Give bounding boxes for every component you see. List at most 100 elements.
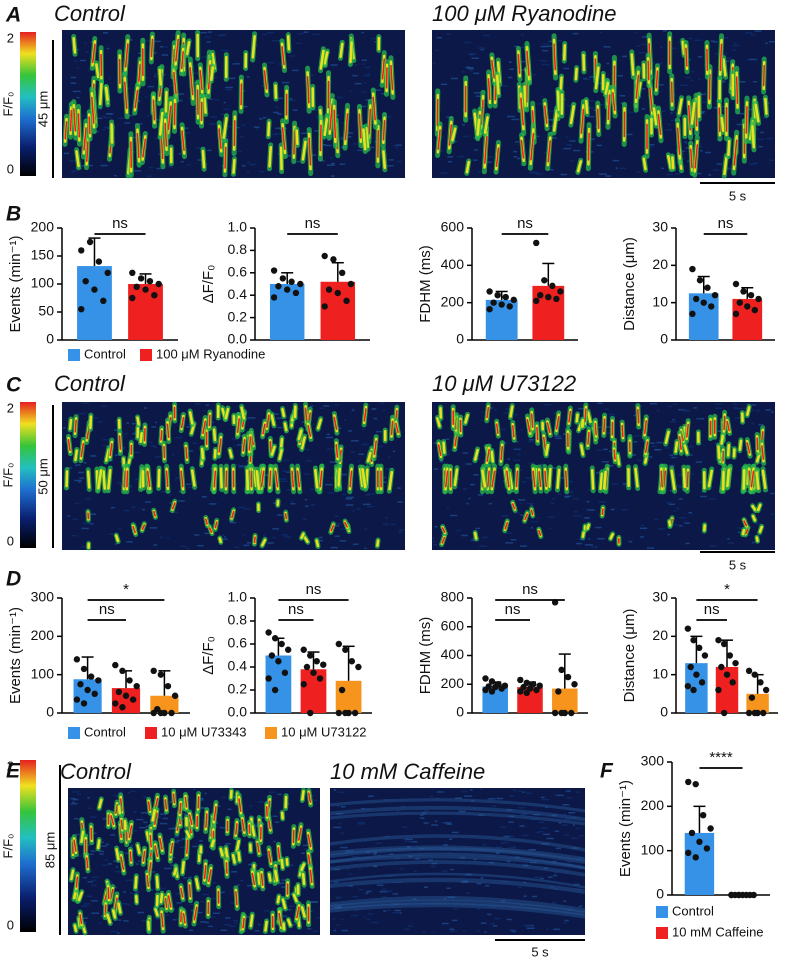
noise bbox=[597, 538, 605, 540]
noise bbox=[475, 527, 481, 530]
spark-mid bbox=[117, 805, 122, 815]
spark-core bbox=[487, 470, 490, 488]
noise bbox=[728, 94, 732, 97]
noise bbox=[91, 876, 99, 878]
noise bbox=[209, 98, 213, 101]
noise bbox=[238, 465, 247, 467]
spark-core bbox=[532, 470, 536, 488]
spark-mid bbox=[509, 405, 514, 418]
noise bbox=[460, 857, 465, 859]
spark-mid bbox=[738, 439, 743, 451]
noise bbox=[201, 56, 208, 58]
noise bbox=[316, 916, 320, 919]
noise bbox=[71, 534, 78, 537]
data-point bbox=[342, 709, 349, 717]
spark-mid bbox=[267, 873, 272, 882]
spark-core bbox=[296, 470, 301, 488]
noise bbox=[609, 450, 612, 453]
noise bbox=[469, 69, 473, 72]
noise bbox=[356, 508, 361, 510]
noise bbox=[544, 867, 548, 870]
noise bbox=[336, 923, 341, 926]
noise bbox=[670, 119, 676, 122]
noise bbox=[352, 543, 359, 545]
spark-mid bbox=[222, 116, 228, 139]
y-tick-label: 0 bbox=[456, 331, 464, 347]
noise bbox=[149, 527, 158, 529]
spark-core bbox=[487, 78, 491, 101]
noise bbox=[361, 428, 365, 431]
data-point bbox=[698, 679, 706, 686]
noise bbox=[189, 929, 194, 932]
noise bbox=[543, 43, 549, 45]
spark-mid bbox=[218, 537, 223, 544]
noise bbox=[239, 829, 243, 832]
spark-core bbox=[686, 471, 689, 488]
noise bbox=[743, 407, 747, 410]
spark-mid bbox=[758, 525, 764, 534]
y-tick-label: 200 bbox=[31, 627, 55, 643]
y-tick-label: 0.0 bbox=[228, 331, 248, 347]
noise bbox=[500, 826, 506, 828]
noise bbox=[333, 826, 342, 829]
noise bbox=[545, 806, 548, 808]
spark-core bbox=[307, 792, 312, 803]
noise bbox=[489, 905, 497, 908]
noise bbox=[575, 858, 583, 860]
noise bbox=[100, 164, 108, 167]
noise bbox=[303, 448, 309, 451]
noise bbox=[636, 170, 640, 173]
bar bbox=[265, 655, 292, 713]
noise bbox=[508, 76, 513, 79]
noise bbox=[295, 42, 302, 45]
spark-mid bbox=[349, 41, 353, 64]
data-point bbox=[703, 845, 711, 852]
noise bbox=[519, 825, 525, 827]
noise bbox=[126, 114, 134, 117]
spark-core bbox=[520, 139, 525, 159]
noise bbox=[333, 929, 337, 932]
spark-core bbox=[225, 861, 228, 874]
spark-core bbox=[382, 119, 386, 141]
legend-swatch bbox=[145, 727, 157, 739]
noise bbox=[271, 133, 277, 136]
noise bbox=[242, 164, 246, 167]
noise bbox=[363, 808, 372, 810]
faint-band bbox=[329, 805, 586, 822]
noise bbox=[635, 32, 638, 34]
noise bbox=[699, 150, 703, 152]
noise bbox=[233, 444, 237, 447]
panel-letter: D bbox=[6, 568, 21, 591]
y-axis-label: Distance (μm) bbox=[621, 237, 638, 331]
noise bbox=[150, 445, 156, 447]
noise bbox=[660, 46, 663, 48]
data-point bbox=[502, 293, 509, 301]
spark-mid bbox=[556, 90, 561, 112]
noise bbox=[87, 807, 92, 810]
noise bbox=[745, 490, 749, 493]
noise bbox=[450, 514, 458, 517]
noise bbox=[115, 866, 118, 868]
spark-mid bbox=[483, 116, 489, 134]
noise bbox=[206, 41, 212, 43]
spark-core bbox=[188, 884, 192, 898]
spark-mid bbox=[323, 51, 329, 65]
spark-core bbox=[307, 424, 312, 437]
spark-core bbox=[486, 449, 490, 462]
noise bbox=[407, 925, 414, 927]
noise bbox=[194, 403, 201, 405]
noise bbox=[508, 68, 514, 70]
noise bbox=[418, 853, 421, 856]
noise bbox=[75, 833, 80, 836]
noise bbox=[247, 161, 251, 164]
noise bbox=[192, 788, 195, 791]
noise bbox=[451, 849, 460, 851]
noise bbox=[304, 848, 312, 850]
noise bbox=[545, 928, 549, 930]
data-point bbox=[748, 694, 756, 701]
kymograph-background bbox=[330, 788, 585, 935]
data-point bbox=[330, 256, 337, 263]
noise bbox=[617, 75, 624, 77]
data-point bbox=[740, 288, 747, 295]
noise bbox=[691, 473, 695, 476]
